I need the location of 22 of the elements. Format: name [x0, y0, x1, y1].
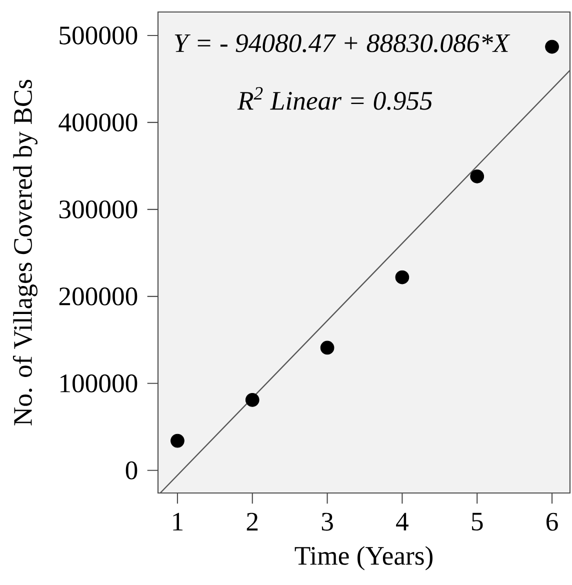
- y-tick-label: 400000: [58, 113, 138, 132]
- x-axis-title: Time (Years): [294, 546, 432, 570]
- y-tick-label: 500000: [60, 26, 138, 44]
- x-tick-label: 4: [396, 512, 408, 530]
- x-tick-label: 6: [546, 512, 558, 531]
- point: [545, 40, 559, 54]
- point: [320, 340, 334, 355]
- point: [395, 270, 410, 284]
- x-tick-label: 1: [173, 512, 183, 530]
- annotation: R$^{2}$ Linear = 0.955: [237, 87, 432, 110]
- point: [245, 392, 260, 407]
- x-tick-label: 3: [322, 512, 333, 531]
- y-tick-label: 100000: [60, 374, 138, 392]
- x-tick-label: 5: [472, 512, 483, 531]
- y-tick-label: 0: [126, 461, 138, 480]
- point: [470, 169, 484, 184]
- x-tick-label: 2: [246, 512, 258, 530]
- point: [170, 434, 184, 448]
- annotation: Y = - 94080.47 + 88830.086*X: [174, 34, 510, 52]
- y-tick-label: 300000: [59, 200, 138, 218]
- y-axis-title: No. of Villages Covered by BCs: [12, 80, 38, 426]
- y-tick-label: 200000: [59, 287, 138, 306]
